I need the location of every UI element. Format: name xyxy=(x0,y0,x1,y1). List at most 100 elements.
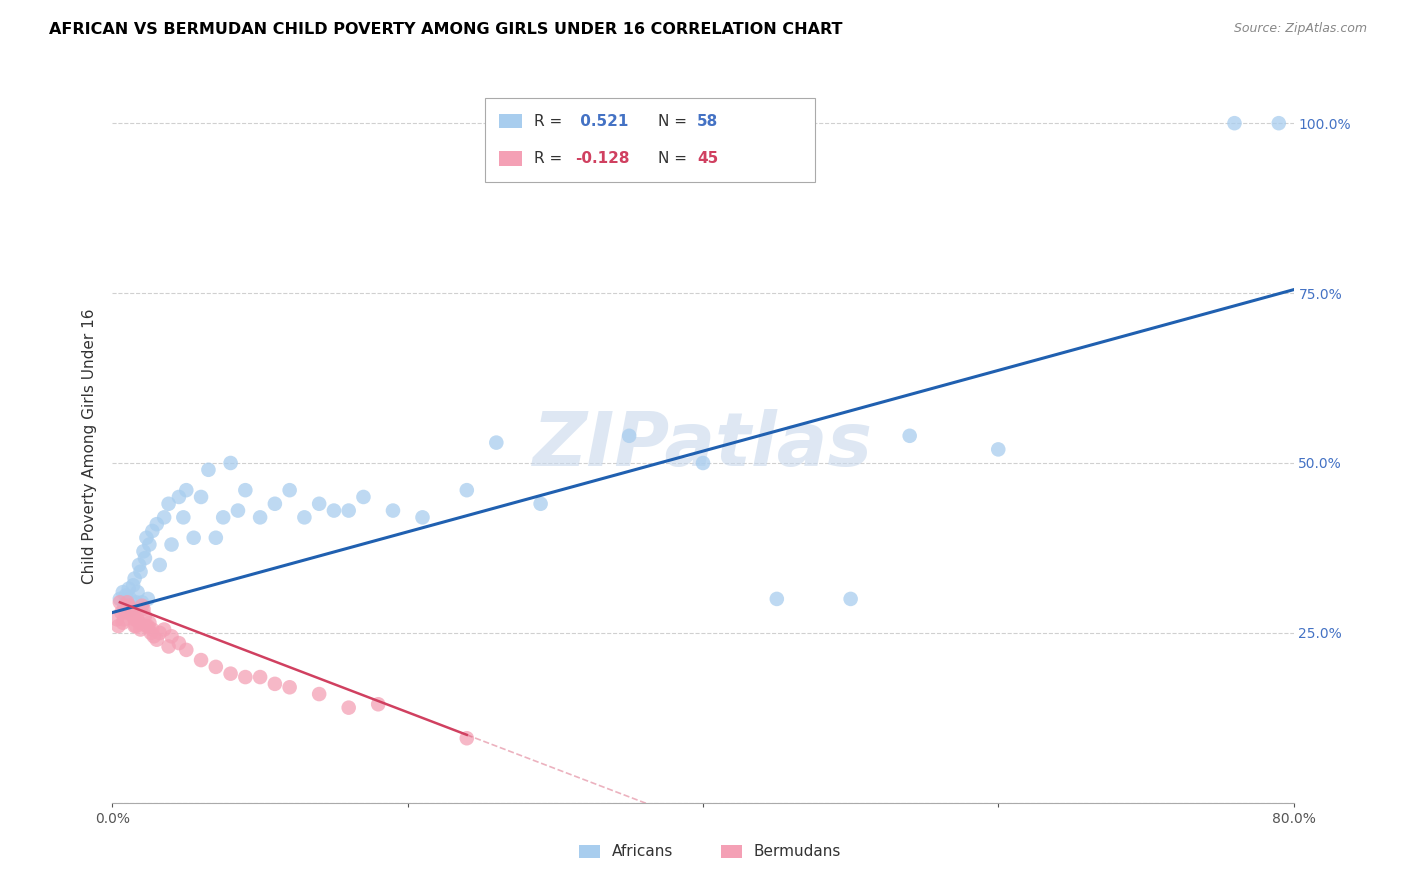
Text: 45: 45 xyxy=(697,151,718,166)
Point xyxy=(127,612,149,626)
Point xyxy=(142,629,165,643)
Point xyxy=(456,731,478,746)
Point xyxy=(125,595,148,609)
Point xyxy=(134,551,156,566)
FancyBboxPatch shape xyxy=(499,114,522,128)
Point xyxy=(110,606,132,620)
Point xyxy=(131,595,153,609)
Point xyxy=(108,595,131,609)
Point xyxy=(190,490,212,504)
Point xyxy=(120,591,142,606)
FancyBboxPatch shape xyxy=(721,845,742,858)
Point xyxy=(157,497,180,511)
Point xyxy=(233,670,256,684)
Point xyxy=(139,626,162,640)
Text: -0.128: -0.128 xyxy=(575,151,630,166)
Point xyxy=(987,442,1010,457)
Point xyxy=(149,558,172,572)
Point xyxy=(278,483,301,498)
Point xyxy=(167,636,190,650)
Point xyxy=(190,653,212,667)
Point xyxy=(174,483,197,498)
Point xyxy=(249,670,271,684)
Text: Source: ZipAtlas.com: Source: ZipAtlas.com xyxy=(1233,22,1367,36)
Point xyxy=(219,666,242,681)
Point xyxy=(1268,116,1291,130)
Point xyxy=(111,585,134,599)
Point xyxy=(308,687,330,701)
Text: R =: R = xyxy=(534,114,567,128)
Point xyxy=(323,503,346,517)
Point xyxy=(124,572,146,586)
Point xyxy=(118,599,141,613)
Point xyxy=(114,589,136,603)
Point xyxy=(308,497,330,511)
Point xyxy=(619,429,641,443)
Point xyxy=(337,503,360,517)
Text: N =: N = xyxy=(658,151,692,166)
Point xyxy=(226,503,249,517)
Point xyxy=(898,429,921,443)
Point xyxy=(692,456,714,470)
Point xyxy=(172,510,194,524)
Point xyxy=(136,619,159,633)
Point xyxy=(233,483,256,498)
Text: N =: N = xyxy=(658,114,692,128)
Point xyxy=(138,615,160,630)
Point xyxy=(128,558,150,572)
Point xyxy=(120,602,142,616)
FancyBboxPatch shape xyxy=(485,98,815,182)
Point xyxy=(278,680,301,694)
Text: 0.521: 0.521 xyxy=(575,114,628,128)
Point xyxy=(111,615,134,630)
Point xyxy=(128,615,150,630)
FancyBboxPatch shape xyxy=(579,845,600,858)
Point xyxy=(197,463,219,477)
Text: AFRICAN VS BERMUDAN CHILD POVERTY AMONG GIRLS UNDER 16 CORRELATION CHART: AFRICAN VS BERMUDAN CHILD POVERTY AMONG … xyxy=(49,22,842,37)
Point xyxy=(121,606,143,620)
Point xyxy=(122,578,145,592)
Point xyxy=(174,643,197,657)
Text: R =: R = xyxy=(534,151,567,166)
Point xyxy=(108,591,131,606)
Point xyxy=(141,623,163,637)
Point xyxy=(167,490,190,504)
Point xyxy=(157,640,180,654)
Point xyxy=(117,595,138,609)
Point xyxy=(337,700,360,714)
FancyBboxPatch shape xyxy=(499,152,522,166)
Point xyxy=(124,619,146,633)
Point xyxy=(456,483,478,498)
Point xyxy=(105,612,128,626)
Point xyxy=(160,629,183,643)
Point xyxy=(118,582,141,596)
Point xyxy=(132,602,155,616)
Point xyxy=(124,612,146,626)
Point xyxy=(127,585,149,599)
Point xyxy=(117,595,138,609)
Point xyxy=(529,497,551,511)
Point xyxy=(839,591,862,606)
Point xyxy=(264,677,287,691)
Point xyxy=(1223,116,1246,130)
Point xyxy=(264,497,287,511)
Point xyxy=(138,537,160,551)
Point xyxy=(367,698,389,712)
Point xyxy=(205,531,228,545)
Point xyxy=(107,619,129,633)
Point xyxy=(129,565,152,579)
Point xyxy=(149,626,172,640)
Point xyxy=(131,599,153,613)
Point xyxy=(249,510,271,524)
Point xyxy=(205,660,228,674)
Point xyxy=(141,524,163,538)
Point xyxy=(153,623,176,637)
Point xyxy=(125,619,148,633)
Point xyxy=(112,612,135,626)
Point xyxy=(132,544,155,558)
Text: 58: 58 xyxy=(697,114,718,128)
Point xyxy=(183,531,205,545)
Point xyxy=(146,517,169,532)
Point xyxy=(146,632,169,647)
Point xyxy=(485,435,508,450)
